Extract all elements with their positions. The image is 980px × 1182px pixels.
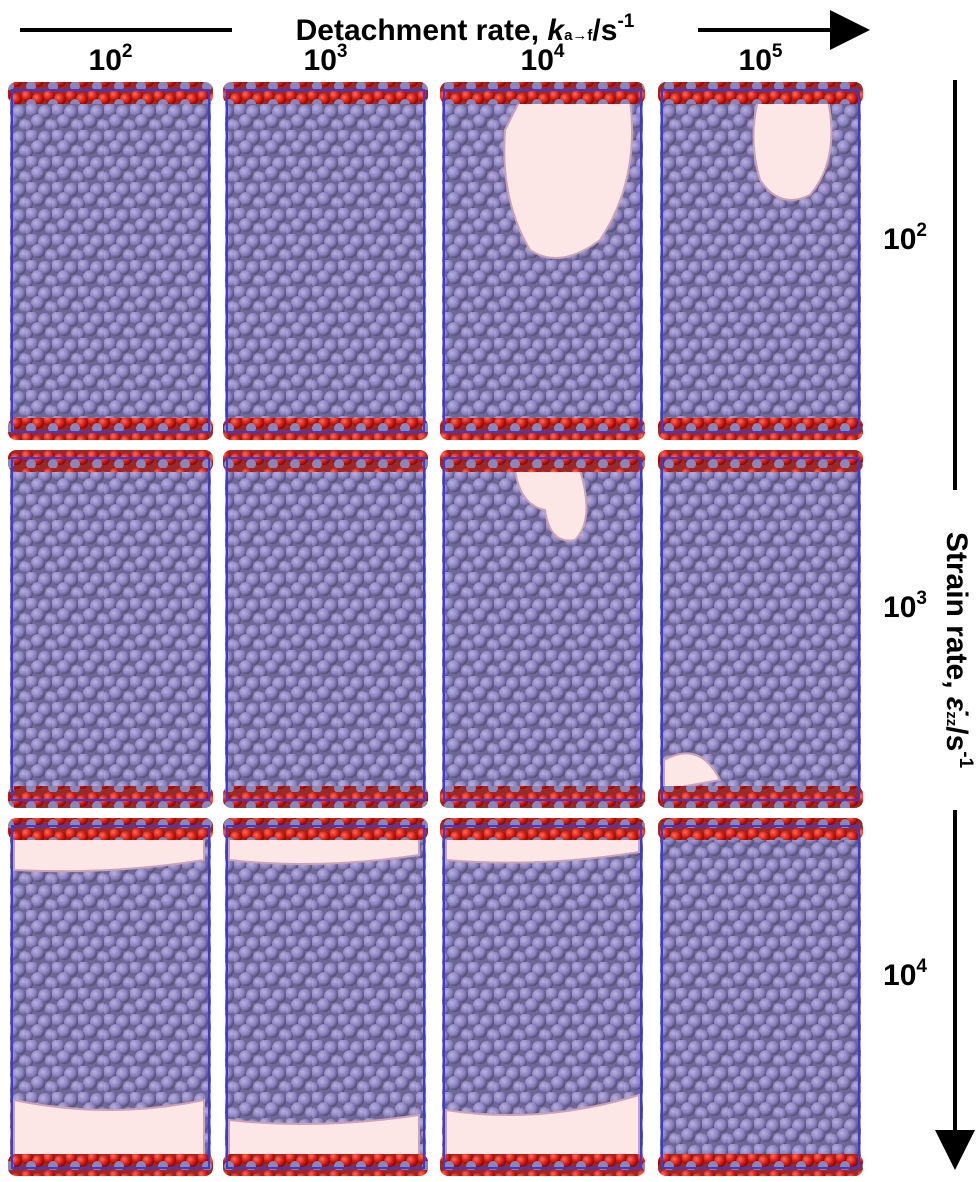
substrate-bottom [8,418,213,440]
box-frame [11,825,210,1169]
substrate-bottom [8,1154,213,1176]
scale-label: 104 [883,956,927,992]
panel [658,818,863,1176]
substrate-top [8,818,213,840]
scale-label: 103 [883,588,927,624]
polymer-network [225,460,426,798]
label-exponent: 3 [337,41,348,62]
box-frame [443,825,642,1169]
polymer-network [660,460,861,798]
substrate-bottom [223,418,428,440]
label-base: 10 [883,959,916,992]
substrate-top [440,818,645,840]
panel [440,818,645,1176]
panel [658,82,863,440]
void [752,99,833,201]
panel [440,82,645,440]
substrate-bottom [440,786,645,808]
box-frame [226,457,425,801]
side-title: Strain rate, ε̇zz/s-1 [940,532,976,769]
polymer-network [442,460,643,798]
panel [223,450,428,808]
label-base: 10 [739,44,772,77]
substrate-bottom [658,786,863,808]
substrate-top [658,82,863,104]
scale-label: 102 [89,41,133,77]
panel [658,450,863,808]
substrate-bottom [223,1154,428,1176]
panel [223,82,428,440]
substrate-top [658,818,863,840]
label-exponent: 2 [916,220,927,241]
polymer-network [225,828,426,1166]
box-frame [661,825,860,1169]
label-exponent: 5 [772,41,783,62]
polymer-network [660,828,861,1166]
polymer-network [10,92,211,430]
scale-label: 102 [883,220,927,256]
label-base: 10 [883,591,916,624]
polymer-network [225,92,426,430]
box-frame [226,825,425,1169]
box-frame [11,89,210,433]
scale-label: 105 [739,41,783,77]
side-backdrop [933,490,977,810]
scale-label: 104 [521,41,565,77]
substrate-top [8,450,213,472]
label-exponent: 4 [554,41,565,62]
title-backdrop [232,8,698,52]
substrate-top [440,450,645,472]
substrate-bottom [658,418,863,440]
label-exponent: 3 [916,588,927,609]
label-base: 10 [304,44,337,77]
box-frame [661,89,860,433]
panel [223,818,428,1176]
label-exponent: 2 [122,41,133,62]
substrate-top [223,450,428,472]
substrate-top [223,818,428,840]
label-base: 10 [89,44,122,77]
void [503,99,633,259]
substrate-bottom [658,1154,863,1176]
top-title: Detachment rate, ka→f/s-1 [296,11,635,47]
void [663,752,722,792]
label-base: 10 [883,223,916,256]
box-frame [443,457,642,801]
box-frame [443,89,642,433]
substrate-top [8,82,213,104]
panel [8,82,213,440]
label-base: 10 [521,44,554,77]
substrate-bottom [440,418,645,440]
void [228,829,420,1161]
substrate-bottom [440,1154,645,1176]
polymer-network [10,460,211,798]
substrate-top [440,82,645,104]
box-frame [661,457,860,801]
label-exponent: 4 [916,956,927,977]
substrate-top [223,82,428,104]
substrate-bottom [223,786,428,808]
substrate-bottom [8,786,213,808]
panel [8,818,213,1176]
box-frame [11,457,210,801]
substrate-top [658,450,863,472]
box-frame [226,89,425,433]
void [513,469,588,542]
scale-label: 103 [304,41,348,77]
panel [8,450,213,808]
void [13,829,205,1161]
panel [440,450,645,808]
void [445,829,640,1161]
